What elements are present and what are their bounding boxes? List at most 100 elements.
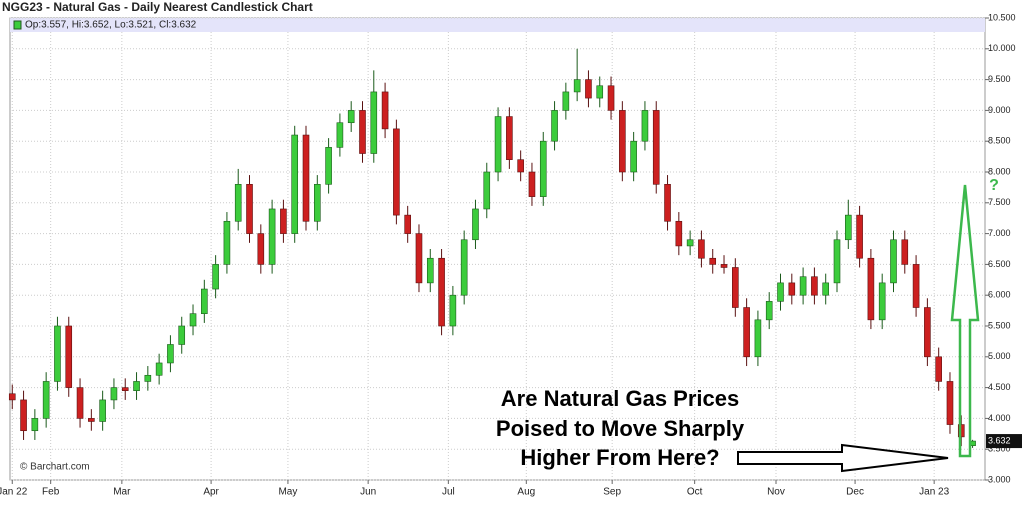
candle-body	[359, 110, 366, 154]
x-tick-label: Aug	[517, 487, 535, 498]
x-tick-label: Mar	[113, 487, 131, 498]
x-tick-label: Jul	[442, 487, 455, 498]
candle-body	[167, 344, 174, 364]
legend-bar	[10, 18, 985, 32]
candle-body	[178, 325, 186, 345]
y-tick-label: 3.000	[988, 474, 1011, 484]
candle-body	[42, 381, 50, 419]
candle-body	[20, 399, 27, 432]
candle-body	[630, 140, 637, 173]
last-price-label: 3.632	[988, 435, 1011, 445]
candle-body	[133, 381, 140, 391]
candle-body	[946, 381, 954, 425]
candle-body	[234, 184, 242, 222]
candle-body	[280, 208, 287, 234]
candle-body	[641, 110, 649, 142]
candle-body	[890, 239, 897, 284]
candle-body	[483, 171, 491, 210]
candle-body	[765, 301, 773, 321]
chart-title: NGG23 - Natural Gas - Daily Nearest Cand…	[2, 0, 313, 14]
y-tick-label: 10.000	[988, 43, 1016, 53]
candle-body	[867, 257, 875, 321]
candle-body	[901, 239, 909, 265]
candle-body	[924, 307, 931, 358]
question-mark: ?	[989, 177, 999, 194]
y-tick-label: 10.500	[988, 12, 1016, 22]
candle-body	[912, 264, 920, 308]
candle-body	[822, 282, 830, 296]
y-tick-label: 6.000	[988, 290, 1011, 300]
arrow-right	[737, 443, 949, 473]
candle-body	[573, 79, 581, 93]
candle-body	[449, 294, 457, 327]
x-tick-label: Nov	[767, 487, 785, 498]
candle-body	[878, 282, 886, 321]
candle-body	[562, 91, 570, 111]
candle-body	[121, 387, 129, 391]
plot-frame	[9, 17, 986, 481]
candle-body	[528, 171, 536, 197]
candle-body	[381, 91, 389, 130]
x-tick-label: May	[278, 487, 297, 498]
candle-body	[856, 214, 863, 259]
annotation-line: Are Natural Gas Prices	[501, 386, 739, 411]
y-tick-label: 6.500	[988, 259, 1011, 269]
candle-body	[257, 233, 265, 265]
candle-body	[460, 239, 468, 296]
x-tick-label: Sep	[603, 487, 621, 498]
candle-body	[110, 387, 118, 401]
x-tick-label: Jan 22	[0, 487, 28, 498]
candle-body	[347, 110, 355, 124]
candle-body	[314, 184, 321, 222]
last-price-box	[986, 434, 1022, 449]
candle-body	[201, 288, 208, 314]
candle-body	[325, 147, 332, 185]
candle-body	[596, 85, 604, 99]
candle-body	[415, 233, 423, 284]
x-tick-label: Feb	[42, 487, 60, 498]
candle-body	[54, 325, 61, 382]
candle-body	[777, 282, 784, 302]
candle-body	[539, 140, 547, 197]
x-tick-label: Oct	[687, 487, 703, 498]
candle-body	[844, 214, 852, 241]
candle-body	[935, 356, 942, 382]
candle-body	[155, 362, 163, 376]
annotation-line: Poised to Move Sharply	[496, 416, 745, 441]
candle-body	[246, 184, 253, 234]
candle-body	[607, 85, 615, 111]
arrow-up	[950, 184, 980, 458]
candle-body	[698, 239, 705, 259]
y-tick-label: 4.000	[988, 413, 1011, 423]
candle-body	[144, 374, 152, 382]
y-tick-label: 8.000	[988, 166, 1011, 176]
candle-body	[743, 307, 750, 358]
candle-body	[754, 319, 762, 358]
candle-body	[76, 387, 84, 419]
candle-body	[732, 267, 739, 308]
candle-body	[65, 325, 73, 388]
grid	[10, 17, 985, 481]
candle-body	[336, 122, 344, 148]
legend-text: Op:3.557, Hi:3.652, Lo:3.521, Cl:3.632	[25, 20, 197, 31]
candle-body	[619, 110, 626, 173]
y-tick-label: 5.500	[988, 320, 1011, 330]
candle-body	[788, 282, 796, 296]
candle-body	[99, 399, 106, 422]
candle-body	[302, 134, 310, 222]
candle-body	[268, 208, 276, 265]
candle-body	[833, 239, 841, 284]
candles	[8, 48, 976, 448]
candle-body	[438, 257, 445, 327]
candle-body	[551, 110, 558, 142]
candle-body	[404, 214, 411, 234]
y-tick-label: 7.000	[988, 228, 1011, 238]
candle-body	[957, 424, 965, 438]
x-tick-label: Dec	[846, 487, 864, 498]
y-tick-label: 9.500	[988, 74, 1011, 84]
candle-body	[709, 257, 717, 265]
y-tick-label: 9.000	[988, 105, 1011, 115]
candle-body	[291, 134, 299, 234]
candle-body	[88, 418, 95, 422]
